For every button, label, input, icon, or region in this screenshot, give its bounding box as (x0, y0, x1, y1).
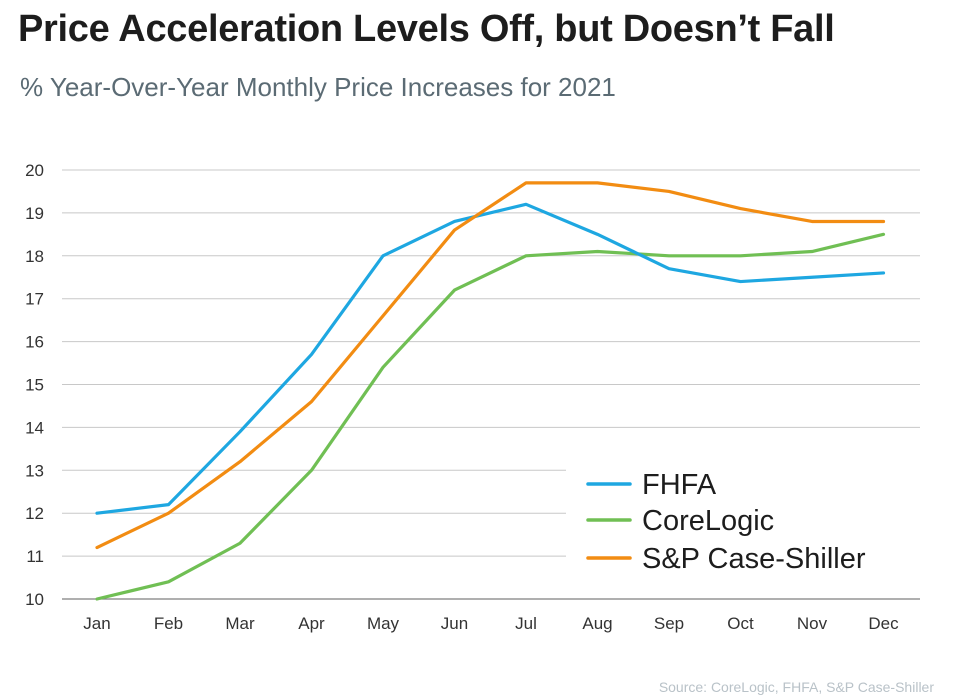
y-tick-label: 10 (25, 590, 44, 609)
source-note: Source: CoreLogic, FHFA, S&P Case-Shille… (658, 679, 934, 695)
y-tick-label: 14 (25, 418, 44, 437)
x-tick-label: May (367, 614, 400, 633)
series-line-corelogic (95, 232, 886, 601)
x-tick-label: Oct (727, 614, 754, 633)
y-tick-label: 16 (25, 333, 44, 352)
y-tick-label: 11 (26, 547, 44, 566)
x-tick-label: Jun (441, 614, 468, 633)
legend-label: CoreLogic (642, 505, 774, 537)
y-tick-label: 13 (25, 461, 44, 480)
series-line-s-p-case-shiller (95, 181, 886, 550)
y-axis-tick-labels: 10 11 12 13 14 15 16 17 18 19 20 (25, 161, 44, 609)
x-tick-label: Mar (225, 614, 255, 633)
x-tick-label: Jul (515, 614, 537, 633)
series-lines (95, 181, 886, 601)
y-tick-label: 15 (25, 376, 44, 395)
x-tick-label: Aug (582, 614, 612, 633)
y-tick-label: 19 (25, 204, 44, 223)
legend-label: S&P Case-Shiller (642, 543, 866, 575)
x-tick-label: Dec (868, 614, 899, 633)
x-tick-label: Sep (654, 614, 684, 633)
legend-label: FHFA (642, 469, 717, 501)
y-tick-label: 18 (25, 247, 44, 266)
x-tick-label: Jan (83, 614, 110, 633)
legend: FHFA CoreLogic S&P Case-Shiller (586, 469, 866, 575)
y-tick-label: 12 (25, 504, 44, 523)
x-tick-label: Apr (298, 614, 325, 633)
y-tick-label: 17 (25, 290, 44, 309)
y-tick-label: 20 (25, 161, 44, 180)
x-axis-tick-labels: Jan Feb Mar Apr May Jun Jul Aug Sep Oct Nov Dec (83, 614, 899, 633)
x-tick-label: Feb (154, 614, 183, 633)
series-line-fhfa (95, 202, 886, 515)
chart-subtitle: % Year-Over-Year Monthly Price Increases… (20, 72, 616, 102)
x-tick-label: Nov (797, 614, 828, 633)
chart-title: Price Acceleration Levels Off, but Doesn… (18, 8, 835, 50)
gridlines (62, 169, 920, 600)
